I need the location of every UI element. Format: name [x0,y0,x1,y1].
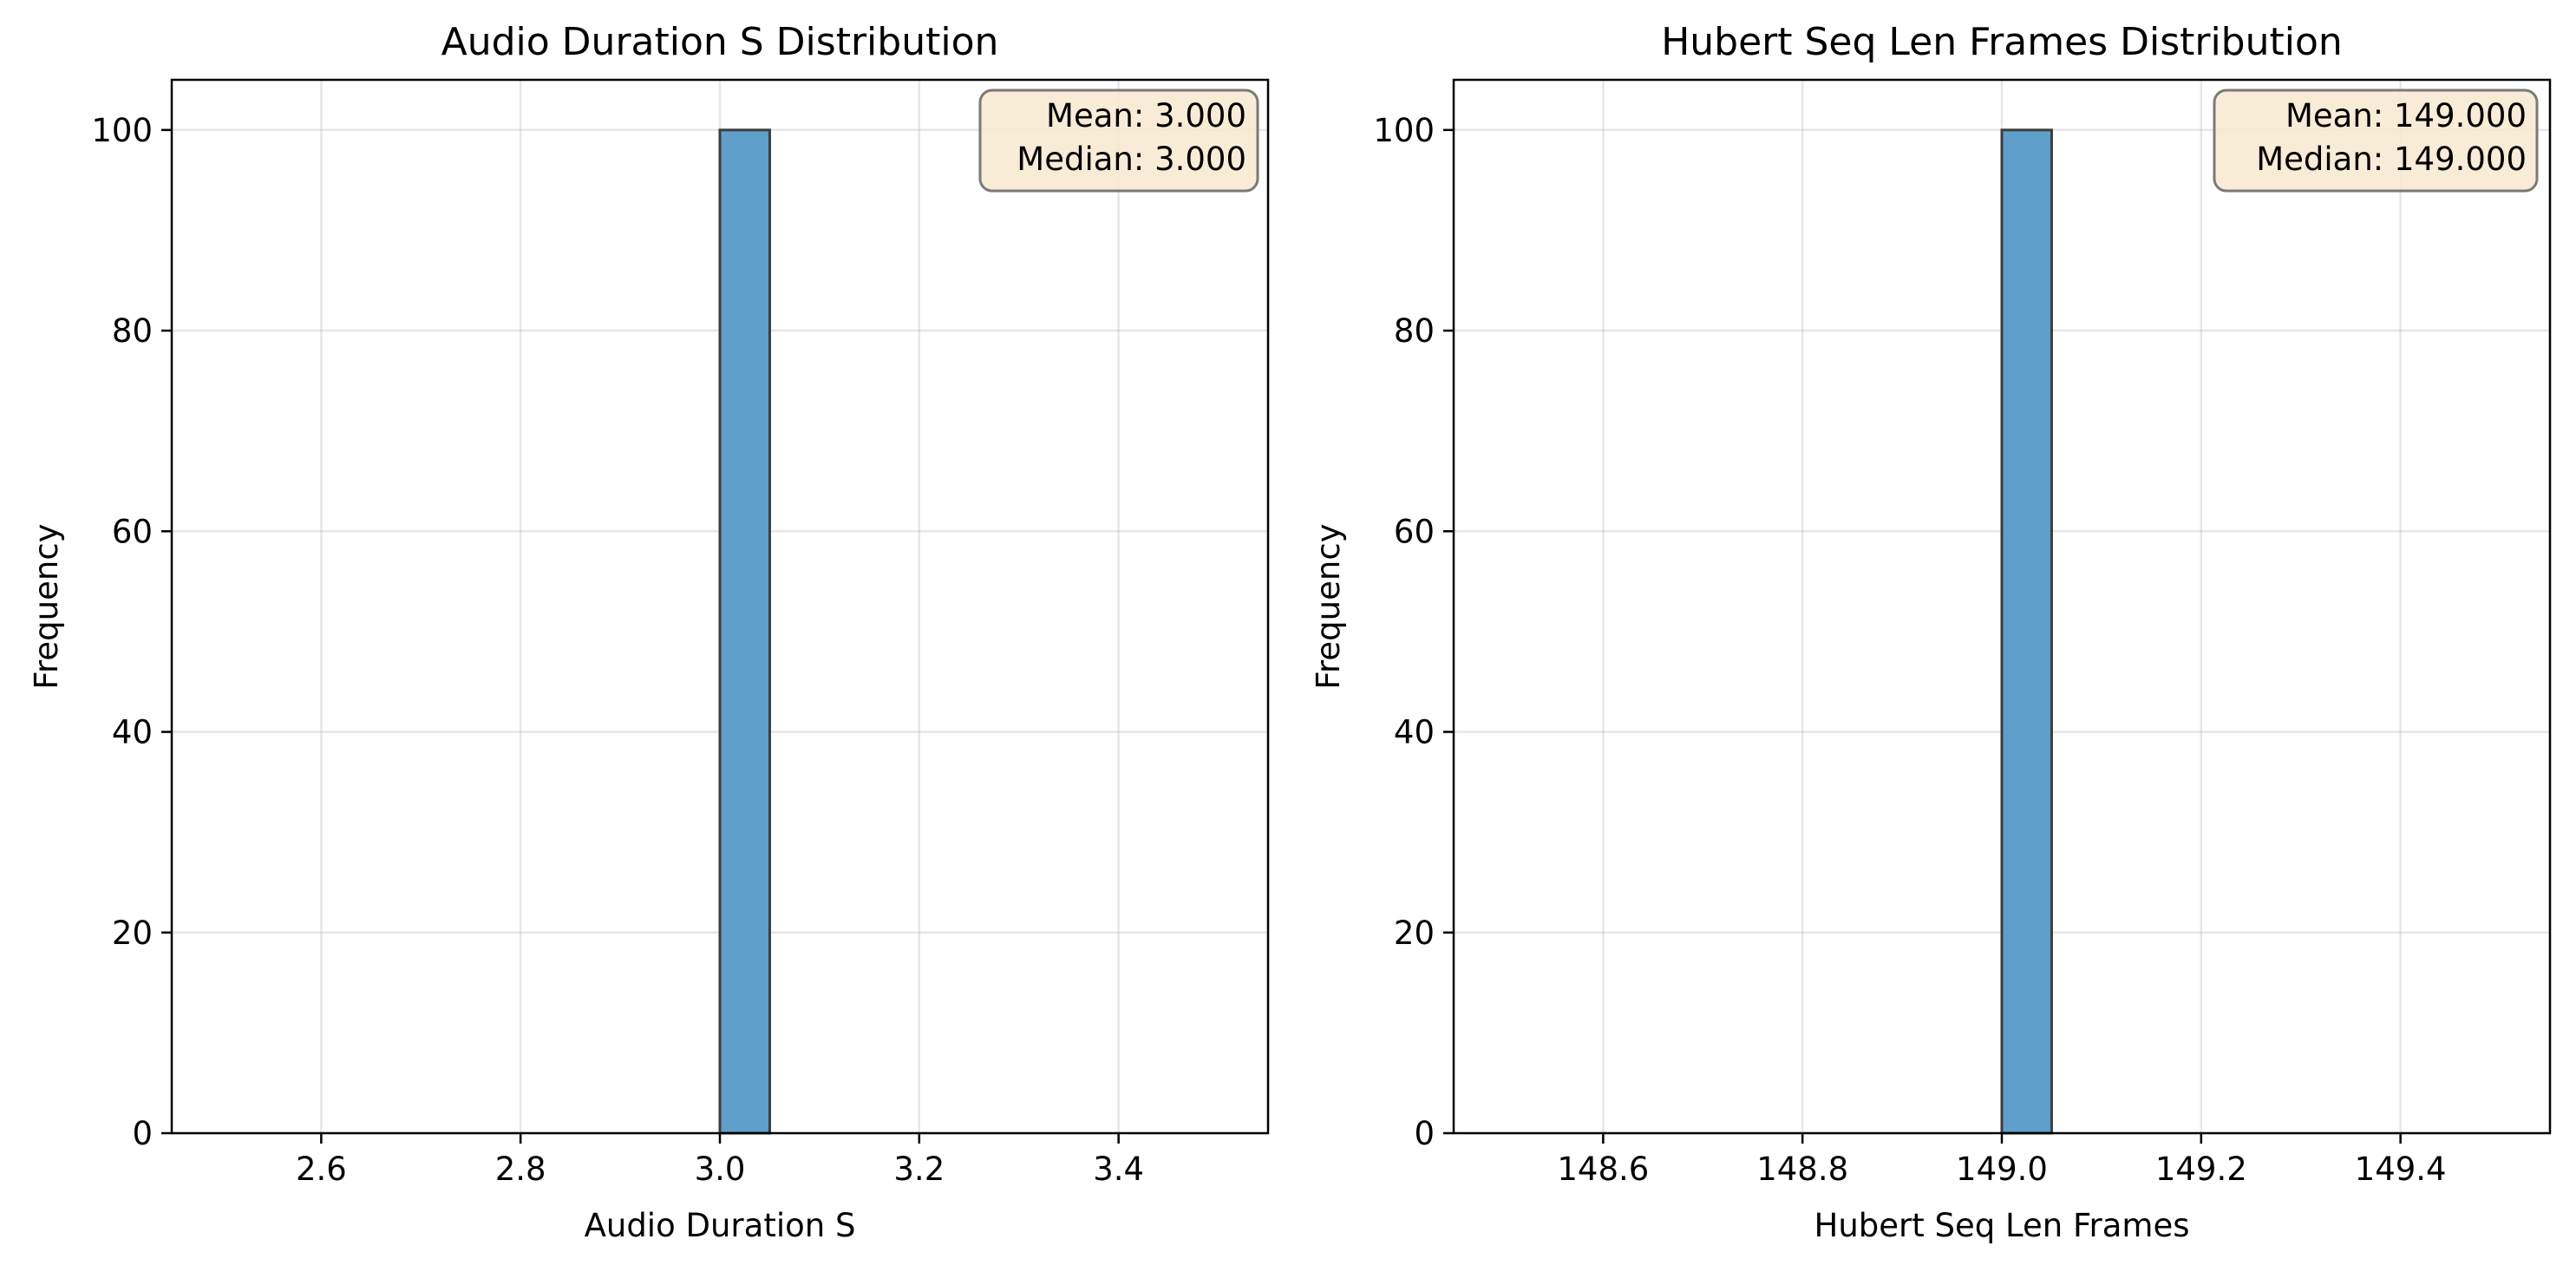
x-tick-label: 3.4 [1093,1151,1144,1188]
stats-box: Mean: 149.000 Median: 149.000 [2213,89,2539,193]
stats-box-background [978,89,1259,193]
y-tick-label: 20 [1394,915,1435,952]
y-tick-label: 80 [112,312,153,350]
stats-mean: Mean: 3.000 [1046,97,1246,134]
y-tick-label: 100 [1373,112,1435,149]
x-tick-label: 149.0 [1956,1151,2048,1188]
stats-box-background [2213,89,2539,193]
x-tick-label: 2.6 [296,1151,347,1188]
y-tick-label: 40 [1394,714,1435,751]
x-axis-label: Hubert Seq Len Frames [1814,1207,2190,1244]
y-tick-label: 100 [91,112,153,149]
x-tick-label: 149.2 [2155,1151,2247,1188]
y-axis-label: Frequency [28,523,65,689]
histogram-bar [718,128,771,1135]
x-ticks: 148.6 148.8 149.0 149.2 149.4 [1557,1133,2447,1188]
x-tick-label: 148.8 [1756,1151,1848,1188]
chart-panel-audio-duration: Audio Duration S Distribution 2.6 2.8 3.0 3… [28,20,1270,1244]
bars-layer [2000,128,2053,1135]
y-tick-label: 0 [132,1115,153,1152]
y-tick-label: 60 [112,513,153,550]
stats-mean: Mean: 149.000 [2285,97,2527,134]
y-tick-label: 80 [1394,312,1435,350]
x-tick-label: 149.4 [2355,1151,2447,1188]
stats-median: Median: 3.000 [1017,141,1246,178]
y-ticks: 0 20 40 60 80 100 [1373,112,1454,1152]
x-tick-label: 2.8 [495,1151,546,1188]
x-tick-label: 148.6 [1557,1151,1649,1188]
x-axis-label: Audio Duration S [585,1207,856,1244]
y-ticks: 0 20 40 60 80 100 [91,112,172,1152]
stats-box: Mean: 3.000 Median: 3.000 [978,89,1259,193]
chart-panel-hubert-seq-len: Hubert Seq Len Frames Distribution 148.6… [1310,20,2552,1244]
bars-layer [718,128,771,1135]
x-tick-label: 3.2 [893,1151,945,1188]
y-tick-label: 60 [1394,513,1435,550]
y-tick-label: 20 [112,915,153,952]
x-tick-label: 3.0 [695,1151,746,1188]
x-ticks: 2.6 2.8 3.0 3.2 3.4 [296,1133,1144,1188]
histogram-bar [2000,128,2053,1135]
y-tick-label: 40 [112,714,153,751]
chart-title: Hubert Seq Len Frames Distribution [1661,20,2343,64]
y-axis-label: Frequency [1310,523,1347,689]
chart-title: Audio Duration S Distribution [441,20,999,64]
stats-median: Median: 149.000 [2256,141,2527,178]
y-tick-label: 0 [1414,1115,1435,1152]
